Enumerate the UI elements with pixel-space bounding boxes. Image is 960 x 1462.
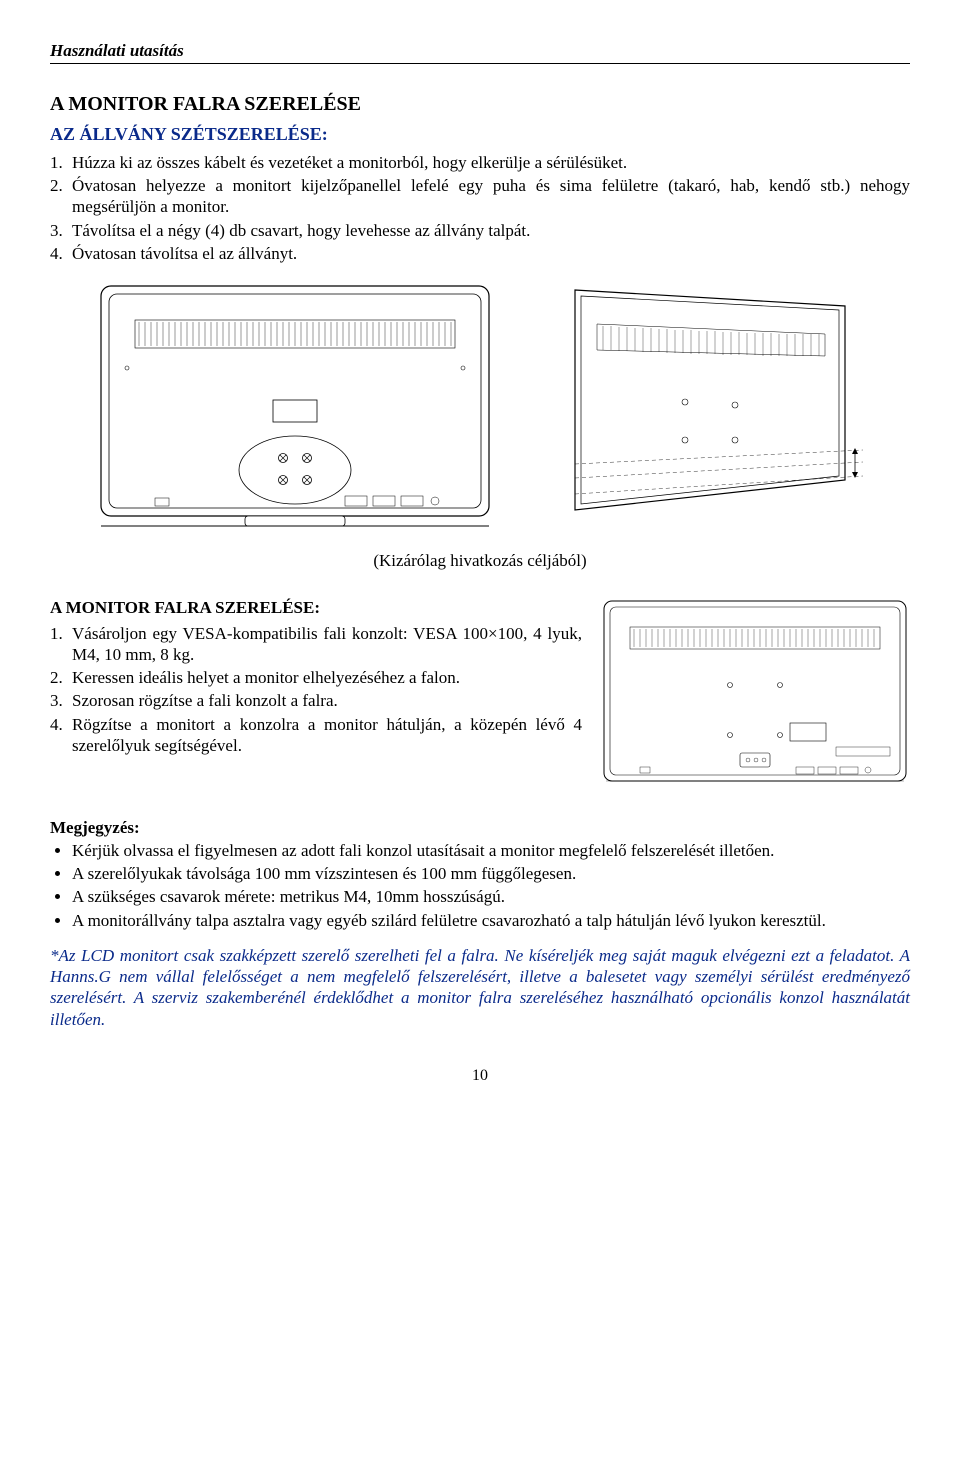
list-item: A szükséges csavarok mérete: metrikus M4… — [72, 886, 910, 907]
step-number: 2. — [50, 667, 72, 688]
list-item: 3.Szorosan rögzítse a fali konzolt a fal… — [50, 690, 582, 711]
step-text: Távolítsa el a négy (4) db csavart, hogy… — [72, 220, 910, 241]
section2-title: A MONITOR FALRA SZERELÉSE: — [50, 597, 582, 618]
list-item: 1.Húzza ki az összes kábelt és vezetéket… — [50, 152, 910, 173]
list-item: 1.Vásároljon egy VESA-kompatibilis fali … — [50, 623, 582, 666]
list-item: 2.Keressen ideális helyet a monitor elhe… — [50, 667, 582, 688]
step-number: 1. — [50, 623, 72, 666]
figure-row — [50, 280, 910, 540]
list-item: A szerelőlyukak távolsága 100 mm vízszin… — [72, 863, 910, 884]
disassembly-steps: 1.Húzza ki az összes kábelt és vezetéket… — [50, 152, 910, 264]
step-text: Keressen ideális helyet a monitor elhely… — [72, 667, 582, 688]
step-number: 3. — [50, 220, 72, 241]
list-item: A monitorállvány talpa asztalra vagy egy… — [72, 910, 910, 931]
list-item: 3.Távolítsa el a négy (4) db csavart, ho… — [50, 220, 910, 241]
step-text: Szorosan rögzítse a fali konzolt a falra… — [72, 690, 582, 711]
step-text: Óvatosan távolítsa el az állványt. — [72, 243, 910, 264]
step-number: 1. — [50, 152, 72, 173]
step-number: 4. — [50, 714, 72, 757]
main-title: A MONITOR FALRA SZERELÉSE — [50, 92, 910, 117]
step-text: Óvatosan helyezze a monitort kijelzőpane… — [72, 175, 910, 218]
monitor-back-diagram — [95, 280, 495, 540]
list-item: 2.Óvatosan helyezze a monitort kijelzőpa… — [50, 175, 910, 218]
note-bullets: Kérjük olvassa el figyelmesen az adott f… — [50, 840, 910, 931]
step-number: 4. — [50, 243, 72, 264]
list-item: Kérjük olvassa el figyelmesen az adott f… — [72, 840, 910, 861]
wall-mount-section: A MONITOR FALRA SZERELÉSE: 1.Vásároljon … — [50, 597, 910, 802]
page-number: 10 — [50, 1066, 910, 1086]
step-text: Vásároljon egy VESA-kompatibilis fali ko… — [72, 623, 582, 666]
wallmount-steps: 1.Vásároljon egy VESA-kompatibilis fali … — [50, 623, 582, 757]
page-header: Használati utasítás — [50, 40, 910, 64]
figure-caption: (Kizárólag hivatkozás céljából) — [50, 550, 910, 571]
list-item: 4.Rögzítse a monitort a konzolra a monit… — [50, 714, 582, 757]
step-number: 2. — [50, 175, 72, 218]
section1-title: AZ ÁLLVÁNY SZÉTSZERELÉSE: — [50, 123, 910, 146]
step-text: Húzza ki az összes kábelt és vezetéket a… — [72, 152, 910, 173]
monitor-perspective-diagram — [525, 280, 865, 540]
disclaimer-footnote: *Az LCD monitort csak szakképzett szerel… — [50, 945, 910, 1030]
note-label: Megjegyzés: — [50, 817, 910, 838]
monitor-vesa-diagram — [600, 597, 910, 797]
step-text: Rögzítse a monitort a konzolra a monitor… — [72, 714, 582, 757]
list-item: 4.Óvatosan távolítsa el az állványt. — [50, 243, 910, 264]
step-number: 3. — [50, 690, 72, 711]
